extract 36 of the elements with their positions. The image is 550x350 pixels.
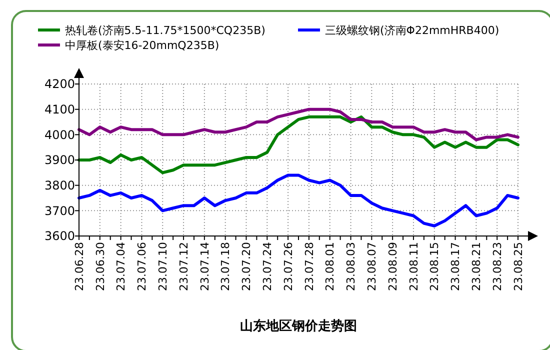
x-tick-label: 23.07.28 bbox=[302, 242, 316, 291]
x-tick-label: 23.08.15 bbox=[428, 242, 442, 291]
x-tick-label: 23.08.01 bbox=[324, 242, 337, 291]
x-tick-label: 23.08.17 bbox=[449, 242, 462, 291]
x-tick-label: 23.08.09 bbox=[386, 242, 400, 291]
x-tick-label: 23.07.06 bbox=[136, 242, 149, 291]
line-series bbox=[78, 108, 520, 142]
x-tick-label: 23.07.12 bbox=[177, 242, 190, 291]
x-tick-label: 23.08.25 bbox=[512, 242, 525, 291]
y-tick-label: 4200 bbox=[44, 77, 75, 92]
y-tick-label: 3900 bbox=[44, 153, 75, 168]
x-tick-label: 23.08.03 bbox=[344, 242, 358, 291]
x-tick-label: 23.07.20 bbox=[240, 242, 254, 291]
x-tick-label: 23.07.24 bbox=[260, 242, 274, 291]
legend-label: 热轧卷(济南5.5-11.75*1500*CQ235B) bbox=[65, 24, 266, 37]
y-tick-label: 3600 bbox=[44, 229, 75, 244]
y-tick-label: 3700 bbox=[44, 204, 75, 218]
x-tick-label: 23.07.14 bbox=[198, 242, 212, 291]
x-tick-label: 23.07.10 bbox=[156, 242, 170, 291]
y-tick-label: 4100 bbox=[44, 102, 75, 117]
x-tick-label: 23.06.30 bbox=[94, 242, 107, 291]
x-tick-label: 23.07.18 bbox=[219, 242, 232, 291]
x-tick-label: 23.06.28 bbox=[72, 242, 86, 291]
legend-label: 中厚板(泰安16-20mmQ235B) bbox=[65, 38, 220, 52]
y-tick-label: 3800 bbox=[44, 178, 75, 193]
text: 山东地区钢价走势图 bbox=[240, 318, 357, 334]
x-tick-label: 23.08.07 bbox=[366, 242, 379, 291]
legend-label: 三级螺纹钢(济南Φ22mmHRB400) bbox=[325, 24, 500, 37]
x-tick-label: 23.08.11 bbox=[407, 242, 420, 291]
x-tick-label: 23.08.23 bbox=[490, 242, 504, 291]
x-tick-label: 23.08.21 bbox=[470, 242, 484, 291]
x-tick-label: 23.07.26 bbox=[282, 242, 295, 291]
y-tick-label: 4000 bbox=[44, 128, 75, 142]
line-series bbox=[78, 174, 520, 228]
line-series bbox=[78, 115, 520, 174]
x-tick-label: 23.07.04 bbox=[114, 242, 128, 291]
